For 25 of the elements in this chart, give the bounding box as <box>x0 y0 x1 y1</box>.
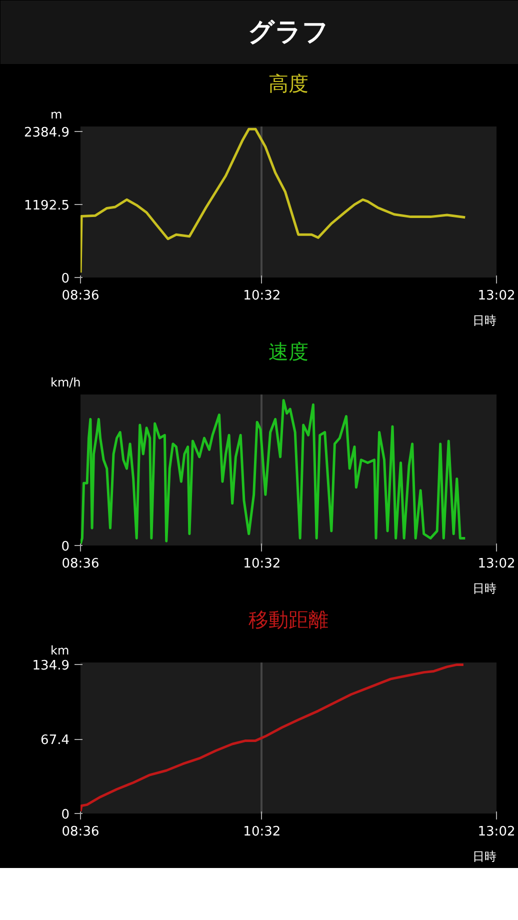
x-tick-label: 13:02 <box>478 288 516 304</box>
y-axis-title: km <box>50 644 70 658</box>
x-tick-label: 10:32 <box>243 288 281 304</box>
chart-title: 移動距離 <box>248 608 328 632</box>
y-tick-label: 67.4 <box>40 733 70 748</box>
chart-title: 高度 <box>268 72 308 96</box>
y-tick-label: 1192.5 <box>24 198 70 214</box>
x-axis-title: 日時 <box>472 850 496 864</box>
y-axis-title: m <box>50 108 62 122</box>
x-axis-title: 日時 <box>472 314 496 328</box>
x-tick-label: 13:02 <box>478 556 516 572</box>
x-tick-label: 13:02 <box>478 824 516 840</box>
x-tick-label: 08:36 <box>62 824 100 840</box>
x-tick-label: 08:36 <box>62 288 100 304</box>
x-tick-label: 10:32 <box>243 556 281 572</box>
x-tick-label: 08:36 <box>62 556 100 572</box>
text: グラフ <box>248 18 329 48</box>
y-tick-label: 134.9 <box>32 658 70 674</box>
x-tick-label: 10:32 <box>243 824 281 840</box>
y-tick-label: 0 <box>61 272 70 286</box>
y-tick-label: 2384.9 <box>24 125 70 140</box>
x-axis-title: 日時 <box>472 582 496 596</box>
y-tick-label: 0 <box>61 808 70 822</box>
y-axis-title: km/h <box>50 376 81 390</box>
chart-title: 速度 <box>268 340 308 364</box>
